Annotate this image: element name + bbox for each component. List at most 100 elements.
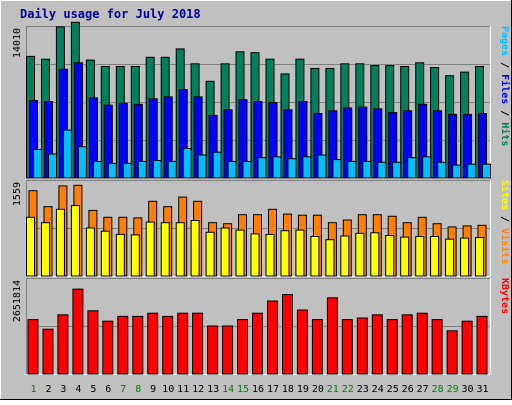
pages-bar-day-10 bbox=[167, 160, 177, 179]
kbytes-series-kbytes bbox=[27, 288, 488, 375]
pages-bar-day-6 bbox=[107, 162, 117, 179]
kbytes-bar-day-11 bbox=[177, 312, 189, 375]
hits-legend: Pages / Files / Hits bbox=[499, 26, 511, 146]
kbytes-bar-day-15 bbox=[237, 319, 248, 375]
kbytes-bar-day-1 bbox=[27, 319, 39, 375]
pages-bar-day-23 bbox=[362, 160, 372, 179]
kbytes-bar-day-25 bbox=[386, 319, 398, 375]
pages-bar-day-13 bbox=[212, 151, 222, 179]
sites-bar-day-29 bbox=[445, 238, 455, 277]
sites-bar-day-14 bbox=[220, 227, 230, 277]
legend-hits: Hits bbox=[499, 122, 511, 146]
kbytes-bar-day-31 bbox=[476, 315, 488, 375]
day-label-15: 15 bbox=[237, 384, 249, 395]
day-label-26: 26 bbox=[402, 384, 414, 395]
sites-bar-day-2 bbox=[41, 222, 50, 277]
kbytes-panel: 2651814 KBytes bbox=[12, 278, 510, 375]
sites-bar-day-26 bbox=[400, 236, 410, 277]
pages-bar-day-3 bbox=[62, 129, 72, 179]
kbytes-bar-day-24 bbox=[371, 314, 383, 375]
sites-bar-day-30 bbox=[460, 237, 470, 277]
sites-bar-day-17 bbox=[265, 233, 275, 277]
pages-bar-day-17 bbox=[272, 156, 282, 179]
day-label-30: 30 bbox=[461, 384, 473, 395]
sites-bar-day-25 bbox=[385, 235, 395, 277]
sites-bar-day-15 bbox=[235, 229, 245, 277]
sites-bar-day-21 bbox=[325, 239, 335, 277]
pages-bar-day-15 bbox=[242, 160, 252, 179]
kbytes-bar-day-27 bbox=[416, 312, 428, 375]
sites-max-label: 1559 bbox=[12, 182, 23, 206]
kbytes-bar-day-20 bbox=[311, 319, 323, 375]
sites-bar-day-9 bbox=[145, 221, 155, 277]
hits-series-files bbox=[29, 62, 487, 179]
kbytes-legend: KBytes bbox=[499, 278, 510, 314]
legend-separator: / bbox=[499, 104, 510, 122]
kbytes-bar-day-6 bbox=[102, 320, 114, 375]
pages-bar-day-8 bbox=[137, 160, 147, 179]
kbytes-bar-day-16 bbox=[252, 312, 263, 375]
kbytes-bar-day-29 bbox=[446, 330, 458, 375]
day-label-9: 9 bbox=[150, 384, 156, 395]
day-label-20: 20 bbox=[312, 384, 324, 395]
pages-bar-day-4 bbox=[77, 146, 87, 179]
sites-bar-day-18 bbox=[280, 230, 290, 277]
sites-bar-day-22 bbox=[340, 235, 350, 277]
pages-bar-day-7 bbox=[122, 162, 132, 179]
day-label-8: 8 bbox=[135, 384, 141, 395]
pages-bar-day-25 bbox=[392, 161, 402, 179]
day-label-10: 10 bbox=[162, 384, 174, 395]
sites-bar-day-4 bbox=[70, 205, 80, 277]
pages-bar-day-27 bbox=[422, 156, 432, 179]
kbytes-bar-day-2 bbox=[42, 328, 54, 375]
pages-bar-day-14 bbox=[227, 160, 237, 179]
sites-bar-day-7 bbox=[115, 233, 125, 277]
day-label-27: 27 bbox=[417, 384, 429, 395]
pages-bar-day-29 bbox=[452, 164, 462, 179]
kbytes-bar-day-4 bbox=[72, 288, 84, 375]
day-label-6: 6 bbox=[105, 384, 111, 395]
pages-bar-day-16 bbox=[257, 157, 267, 179]
day-label-11: 11 bbox=[177, 384, 189, 395]
chart-title: Daily usage for July 2018 bbox=[20, 7, 201, 21]
sites-bar-day-8 bbox=[130, 234, 140, 277]
sites-panel: 1559 Sites / Visits bbox=[12, 180, 511, 277]
kbytes-bar-day-17 bbox=[267, 300, 278, 375]
sites-bar-day-16 bbox=[250, 233, 260, 277]
kbytes-bar-day-9 bbox=[147, 312, 159, 375]
x-axis-day-labels: 1 2 3 4 5 6 7 8 9 10 11 12 13 14 15 16 17 18 19 20 21 22 23 24 2… bbox=[30, 384, 488, 395]
pages-bar-day-12 bbox=[197, 154, 207, 179]
pages-bar-day-26 bbox=[407, 157, 417, 179]
kbytes-bar-day-21 bbox=[326, 297, 338, 375]
pages-bar-day-18 bbox=[287, 158, 297, 179]
pages-bar-day-22 bbox=[347, 160, 357, 179]
sites-bar-day-19 bbox=[295, 229, 305, 277]
kbytes-bar-day-23 bbox=[356, 317, 368, 375]
kbytes-bar-day-5 bbox=[87, 310, 99, 375]
sites-bar-day-10 bbox=[160, 222, 170, 277]
kbytes-bar-day-18 bbox=[282, 294, 293, 375]
kbytes-bar-day-3 bbox=[57, 314, 69, 375]
day-label-19: 19 bbox=[297, 384, 309, 395]
sites-bar-day-1 bbox=[26, 216, 35, 277]
pages-bar-day-30 bbox=[467, 163, 477, 179]
day-label-24: 24 bbox=[372, 384, 384, 395]
kbytes-bar-day-28 bbox=[431, 319, 443, 375]
legend-separator: / bbox=[499, 210, 510, 228]
kbytes-bar-day-14 bbox=[222, 325, 234, 375]
day-label-13: 13 bbox=[207, 384, 219, 395]
day-label-1: 1 bbox=[30, 384, 36, 395]
kbytes-bar-day-13 bbox=[207, 325, 219, 375]
sites-bar-day-6 bbox=[100, 230, 110, 277]
day-label-29: 29 bbox=[447, 384, 459, 395]
kbytes-bar-day-22 bbox=[341, 319, 353, 375]
pages-bar-day-5 bbox=[92, 160, 102, 179]
kbytes-bar-day-30 bbox=[461, 320, 473, 375]
sites-bar-day-3 bbox=[55, 208, 65, 277]
sites-bar-day-27 bbox=[415, 236, 425, 277]
day-label-25: 25 bbox=[387, 384, 399, 395]
sites-legend: Sites / Visits bbox=[499, 180, 511, 264]
day-label-28: 28 bbox=[432, 384, 444, 395]
pages-bar-day-19 bbox=[302, 156, 312, 179]
